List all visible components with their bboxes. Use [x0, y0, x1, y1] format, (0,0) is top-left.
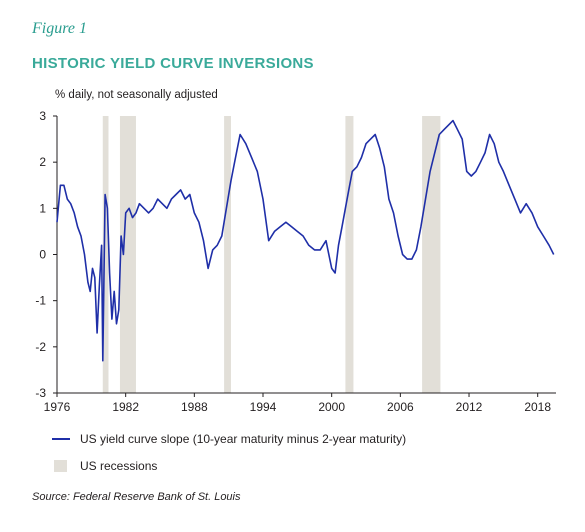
- y-tick-label: -3: [35, 386, 46, 400]
- series-line-1: [56, 119, 555, 362]
- recession-bands: [102, 116, 441, 393]
- series-layer: [56, 119, 555, 362]
- legend-item-series: US yield curve slope (10-year maturity m…: [52, 430, 406, 448]
- x-tick-label: 1976: [44, 400, 71, 414]
- x-tick-label: 1994: [250, 400, 277, 414]
- units-label: % daily, not seasonally adjusted: [55, 89, 218, 101]
- recession-band-1: [102, 116, 109, 393]
- y-tick-label: -2: [35, 340, 46, 354]
- legend-series-label: US yield curve slope (10-year maturity m…: [80, 432, 407, 446]
- recession-band-4: [345, 116, 354, 393]
- x-tick-label: 1988: [181, 400, 208, 414]
- y-tick-label: 3: [39, 109, 46, 123]
- recession-swatch: [54, 460, 67, 472]
- series-swatch: [52, 438, 70, 440]
- legend-recession-label: US recessions: [80, 459, 158, 473]
- y-tick-label: 1: [39, 201, 46, 215]
- recession-band-3: [224, 116, 231, 393]
- recession-band-2: [119, 116, 136, 393]
- chart-title: HISTORIC YIELD CURVE INVERSIONS: [32, 55, 314, 72]
- y-tick-label: -1: [35, 294, 46, 308]
- x-tick-label: 2006: [387, 400, 414, 414]
- x-tick-label: 2000: [318, 400, 345, 414]
- x-tick-label: 1982: [112, 400, 139, 414]
- figure-label: Figure 1: [32, 20, 87, 37]
- y-tick-label: 0: [39, 248, 46, 262]
- y-tick-label: 2: [39, 155, 46, 169]
- x-tick-label: 2018: [524, 400, 551, 414]
- legend: US yield curve slope (10-year maturity m…: [52, 430, 406, 484]
- recession-band-5: [422, 116, 441, 393]
- x-tick-label: 2012: [456, 400, 483, 414]
- legend-item-recessions: US recessions: [52, 457, 406, 475]
- source-note: Source: Federal Reserve Bank of St. Loui…: [32, 491, 241, 503]
